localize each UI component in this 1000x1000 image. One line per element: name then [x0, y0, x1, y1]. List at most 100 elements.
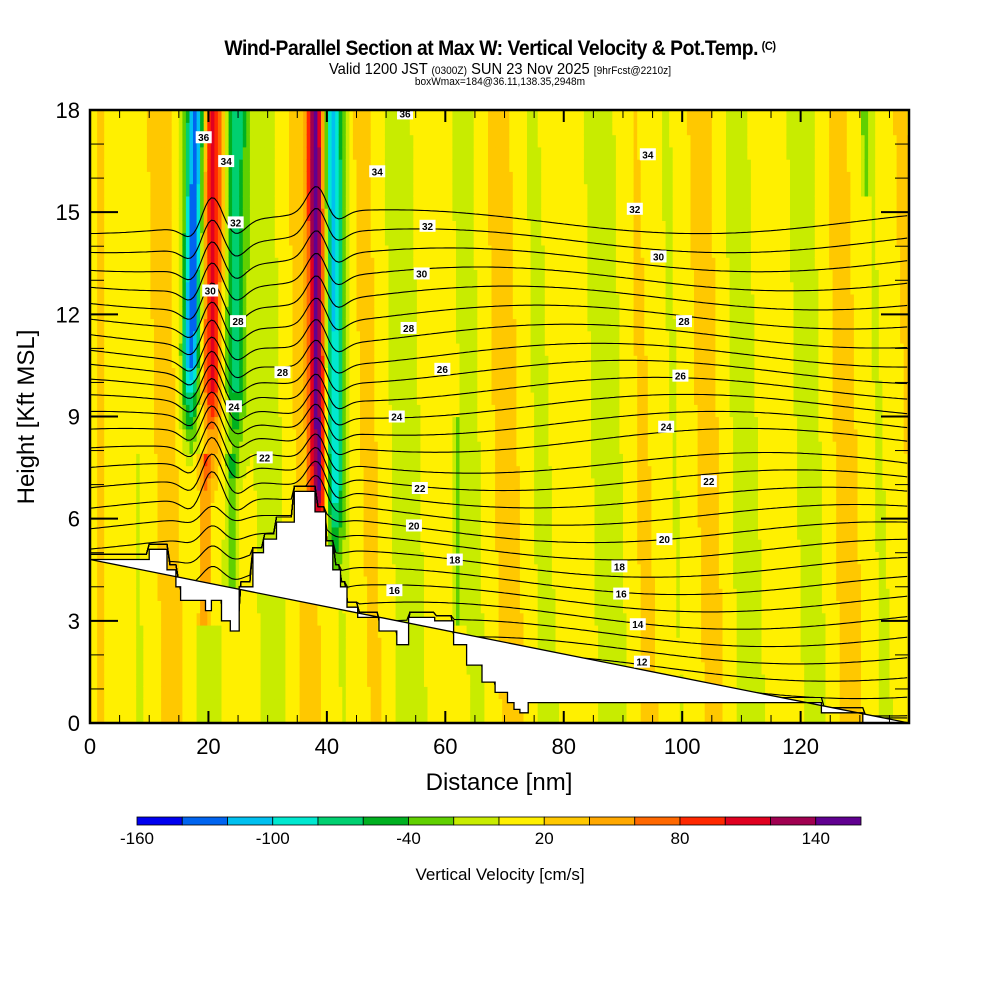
w-cell: [395, 465, 400, 479]
w-cell: [317, 159, 322, 172]
w-cell: [225, 355, 230, 369]
w-cell: [360, 232, 365, 246]
w-cell: [207, 649, 212, 663]
w-cell: [154, 220, 159, 234]
w-cell: [175, 674, 180, 687]
w-cell: [384, 159, 390, 172]
w-cell: [420, 244, 425, 258]
w-cell: [328, 477, 333, 491]
w-cell: [296, 134, 301, 148]
w-cell: [431, 649, 436, 663]
w-cell: [132, 637, 137, 651]
w-cell: [189, 477, 194, 491]
w-cell: [97, 428, 102, 442]
w-cell: [161, 465, 166, 479]
w-cell: [228, 563, 233, 577]
w-cell: [395, 208, 400, 221]
w-cell: [139, 281, 144, 295]
w-cell: [335, 306, 340, 320]
w-cell: [356, 588, 361, 601]
w-cell: [90, 232, 95, 246]
w-cell: [246, 477, 251, 491]
w-cell: [274, 698, 279, 712]
w-cell: [257, 134, 262, 148]
w-cell: [132, 428, 137, 442]
w-cell: [363, 441, 368, 454]
w-cell: [338, 637, 343, 651]
w-cell: [132, 575, 137, 589]
w-cell: [107, 146, 112, 160]
w-cell: [342, 551, 347, 565]
w-cell: [203, 612, 208, 626]
w-cell: [271, 220, 276, 234]
w-cell: [352, 453, 358, 467]
w-cell: [136, 710, 141, 723]
w-cell: [424, 416, 429, 430]
w-cell: [335, 649, 340, 663]
w-cell: [232, 269, 237, 283]
w-cell: [125, 600, 130, 614]
w-cell: [267, 600, 272, 614]
w-cell: [431, 563, 436, 577]
w-cell: [335, 710, 340, 723]
w-cell: [221, 183, 226, 197]
w-cell: [232, 416, 237, 430]
w-cell: [303, 293, 308, 307]
w-cell: [111, 306, 116, 320]
w-cell: [342, 146, 347, 160]
w-cell: [356, 441, 361, 454]
w-cell: [114, 208, 120, 221]
w-cell: [349, 502, 354, 516]
w-cell: [143, 416, 148, 430]
w-cell: [114, 674, 120, 687]
w-cell: [299, 306, 304, 320]
w-cell: [157, 208, 162, 221]
w-cell: [303, 220, 308, 234]
w-cell: [143, 526, 148, 540]
w-cell: [274, 306, 279, 320]
w-cell: [409, 698, 414, 712]
w-cell: [168, 539, 173, 552]
w-cell: [363, 183, 368, 197]
w-cell: [150, 649, 155, 663]
w-cell: [345, 661, 350, 675]
w-cell: [107, 110, 112, 111]
w-cell: [338, 686, 343, 700]
w-cell: [292, 453, 297, 467]
w-cell: [289, 416, 294, 430]
w-cell: [274, 612, 279, 626]
w-cell: [424, 232, 429, 246]
w-cell: [409, 588, 414, 601]
w-cell: [356, 342, 361, 356]
w-cell: [139, 526, 144, 540]
w-cell: [402, 122, 407, 136]
w-cell: [189, 171, 194, 185]
w-cell: [352, 539, 358, 552]
w-cell: [118, 588, 123, 601]
w-cell: [360, 588, 365, 601]
w-cell: [352, 379, 358, 393]
w-cell: [161, 453, 166, 467]
w-cell: [185, 551, 191, 565]
w-cell: [377, 539, 382, 552]
chart-title-text: Wind-Parallel Section at Max W: Vertical…: [224, 37, 758, 60]
w-cell: [221, 244, 226, 258]
w-cell: [143, 208, 148, 221]
w-cell: [129, 710, 134, 723]
w-cell: [161, 110, 166, 123]
w-cell: [406, 122, 411, 136]
w-cell: [402, 379, 407, 393]
w-cell: [228, 146, 233, 160]
w-cell: [122, 661, 127, 675]
w-cell: [139, 575, 144, 589]
w-cell: [370, 195, 375, 209]
w-cell: [267, 355, 272, 369]
w-cell: [150, 674, 155, 687]
w-cell: [281, 159, 287, 172]
w-cell: [356, 453, 361, 467]
w-cell: [228, 710, 233, 723]
w-cell: [232, 637, 237, 651]
w-cell: [285, 379, 290, 393]
w-cell: [349, 661, 354, 675]
w-cell: [360, 110, 365, 111]
